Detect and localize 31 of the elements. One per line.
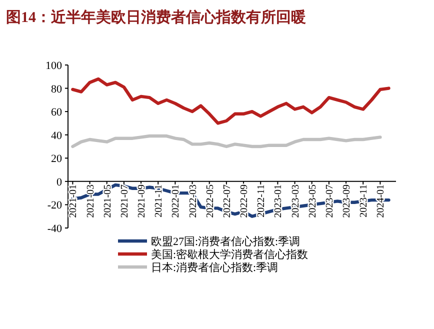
y-tick-label: 100 [46,60,62,72]
x-tick-label: 2022-09 [239,184,250,218]
x-tick-label: 2022-11 [256,184,268,218]
y-tick-label: 60 [51,106,62,119]
legend-label: 美国:密歇根大学消费者信心指数 [151,248,308,261]
x-tick-label: 2023-01 [273,184,284,218]
x-tick-label: 2022-05 [204,184,216,218]
x-tick-label: 2021-07 [119,184,130,218]
legend-label: 日本:消费者信心指数:季调 [151,261,278,274]
x-tick-label: 2022-07 [222,184,233,218]
x-tick-label: 2021-03 [85,184,96,218]
x-tick-label: 2021-11 [154,184,165,218]
x-tick-label: 2023-05 [307,184,318,218]
y-tick-label: 40 [51,130,62,142]
x-tick-label: 2023-03 [290,184,302,218]
y-tick-label: -20 [47,200,62,212]
x-tick-label: 2024-01 [376,184,387,218]
x-tick-label: 2021-09 [136,184,148,218]
y-tick-label: 80 [51,83,62,96]
y-tick-label: -40 [47,223,62,235]
x-tick-label: 2021-05 [102,184,114,218]
x-tick-label: 2021-01 [68,184,80,218]
x-tick-label: 2023-11 [358,184,370,218]
x-tick-label: 2023-09 [342,184,353,218]
y-tick-label: 20 [51,153,62,166]
chart-title: 图14：近半年美欧日消费者信心指数有所回暖 [6,8,306,26]
legend-label: 欧盟27国:消费者信心指数:季调 [151,235,300,248]
y-tick-label: 0 [56,176,62,188]
x-tick-label: 2022-03 [188,184,199,218]
x-tick-label: 2022-01 [170,184,182,218]
x-tick-label: 2023-07 [324,184,336,218]
